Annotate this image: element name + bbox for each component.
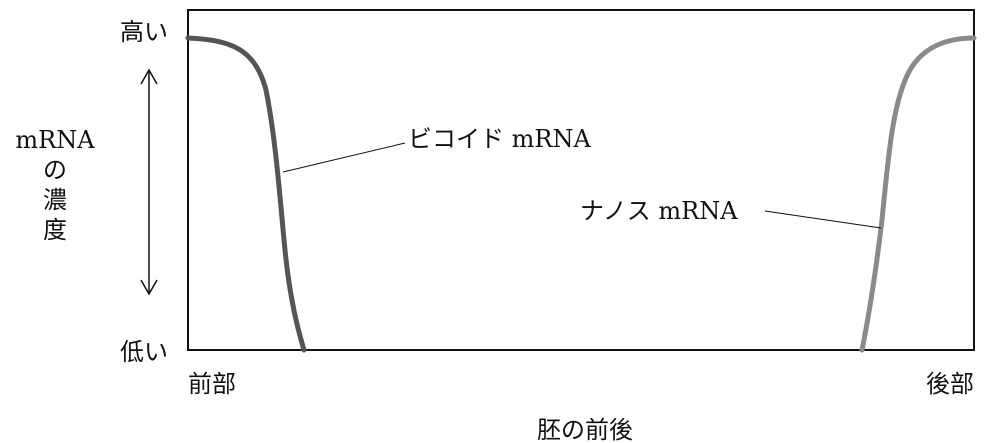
y-low-label: 低い: [120, 338, 168, 366]
x-right-label: 後部: [926, 370, 974, 398]
bicoid-leader-line: [282, 142, 406, 173]
nanos-curve: [859, 35, 977, 353]
nanos-label: ナノス mRNA: [580, 197, 738, 225]
x-left-label: 前部: [188, 370, 236, 398]
y-axis-title-line1: mRNA: [15, 126, 95, 154]
y-axis-title-line3: 濃: [43, 186, 67, 214]
y-axis-title-line4: 度: [43, 216, 67, 244]
concentration-arrow: [140, 68, 158, 296]
bicoid-curve: [185, 35, 307, 353]
x-axis-title: 胚の前後: [537, 416, 633, 443]
y-high-label: 高い: [120, 18, 168, 46]
bicoid-label: ビコイド mRNA: [408, 125, 591, 153]
plot-frame: [187, 9, 975, 351]
y-axis-title-line2: の: [43, 156, 67, 184]
nanos-leader-line: [764, 210, 882, 229]
